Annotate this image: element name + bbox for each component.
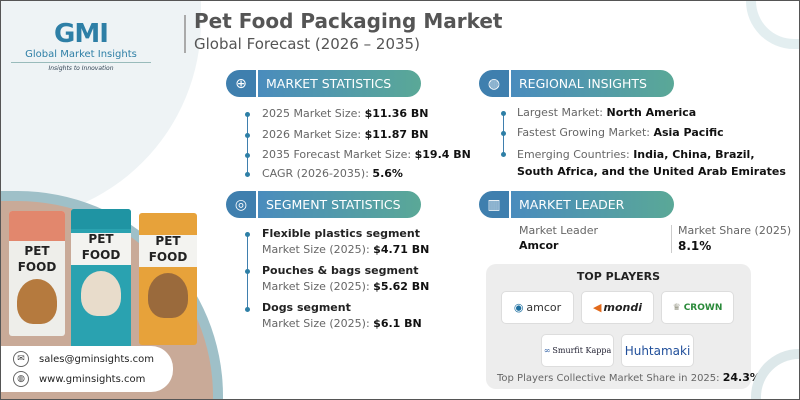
amcor-logo: ◉ amcor bbox=[501, 291, 574, 324]
bullet-dot bbox=[245, 269, 250, 274]
logo-mark: GMI bbox=[54, 19, 109, 49]
dog-image bbox=[148, 273, 188, 318]
crown-logo: ♛ CROWN bbox=[661, 291, 734, 324]
top-players-title: TOP PLAYERS bbox=[576, 270, 661, 283]
product-bag: PET FOOD bbox=[71, 209, 131, 349]
bag-label: FOOD bbox=[148, 250, 188, 264]
stat-item: CAGR (2026-2035): 5.6% bbox=[262, 167, 403, 180]
product-bag: PET FOOD bbox=[139, 213, 197, 345]
share-label: Market Share (2025) bbox=[678, 224, 792, 237]
bar-chart-icon: ▥ bbox=[479, 191, 511, 218]
stat-item: 2025 Market Size: $11.36 BN bbox=[262, 107, 429, 120]
region-item: Fastest Growing Market: Asia Pacific bbox=[517, 126, 724, 139]
segment-item: Dogs segment Market Size (2025): $6.1 BN bbox=[262, 301, 422, 330]
email-link[interactable]: sales@gminsights.com bbox=[39, 353, 155, 365]
logo-tagline: Insights to Innovation bbox=[48, 65, 114, 72]
stat-item: 2026 Market Size: $11.87 BN bbox=[262, 128, 429, 141]
product-bag: PET FOOD bbox=[9, 211, 65, 336]
bullet-dot bbox=[245, 133, 250, 138]
bag-label: PET bbox=[24, 244, 50, 258]
globe-icon: ◍ bbox=[13, 371, 29, 387]
segment-statistics-header: ◎ SEGMENT STATISTICS bbox=[226, 191, 421, 218]
bullet-dot bbox=[245, 307, 250, 312]
leader-label: Market Leader bbox=[519, 224, 599, 237]
logo-name: Global Market Insights bbox=[11, 49, 151, 63]
divider bbox=[671, 225, 672, 253]
email-icon: ✉ bbox=[13, 351, 29, 367]
bullet-dot bbox=[501, 111, 506, 116]
region-item: Emerging Countries: India, China, Brazil… bbox=[517, 148, 786, 178]
market-statistics-header: ⊕ MARKET STATISTICS bbox=[226, 70, 421, 97]
contact-card: ✉ sales@gminsights.com ◍ www.gminsights.… bbox=[1, 346, 173, 392]
globe-icon: ◍ bbox=[479, 70, 511, 97]
segment-item: Pouches & bags segment Market Size (2025)… bbox=[262, 264, 430, 293]
stat-item: 2035 Forecast Market Size: $19.4 BN bbox=[262, 148, 471, 161]
mondi-logo: ◀ mondi bbox=[581, 291, 654, 324]
collective-share: Top Players Collective Market Share in 2… bbox=[497, 371, 761, 384]
bag-label: PET bbox=[88, 232, 114, 246]
bag-label: FOOD bbox=[17, 260, 57, 274]
bullet-dot bbox=[245, 232, 250, 237]
section-title: SEGMENT STATISTICS bbox=[258, 191, 421, 218]
dog-image bbox=[17, 279, 57, 324]
section-title: MARKET STATISTICS bbox=[258, 70, 421, 97]
top-players-panel: TOP PLAYERS bbox=[486, 264, 751, 389]
leader-value: Amcor bbox=[519, 239, 559, 252]
smurfit-kappa-logo: ∞ Smurfit Kappa bbox=[541, 334, 614, 367]
decorative-arc bbox=[746, 1, 799, 49]
bullet-dot bbox=[245, 172, 250, 177]
regional-insights-header: ◍ REGIONAL INSIGHTS bbox=[479, 70, 674, 97]
bag-label: FOOD bbox=[81, 248, 121, 262]
bullet-dot bbox=[501, 152, 506, 157]
region-item: Largest Market: North America bbox=[517, 106, 697, 119]
globe-chart-icon: ⊕ bbox=[226, 70, 258, 97]
title-divider bbox=[184, 15, 186, 53]
dog-image bbox=[81, 271, 121, 316]
bullet-dot bbox=[245, 112, 250, 117]
segment-item: Flexible plastics segment Market Size (20… bbox=[262, 227, 430, 256]
timeline-line bbox=[247, 114, 248, 174]
target-chart-icon: ◎ bbox=[226, 191, 258, 218]
website-link[interactable]: www.gminsights.com bbox=[39, 373, 146, 385]
decorative-arc bbox=[751, 349, 799, 399]
section-title: MARKET LEADER bbox=[511, 191, 674, 218]
huhtamaki-logo: Huhtamaki bbox=[621, 334, 694, 367]
section-title: REGIONAL INSIGHTS bbox=[511, 70, 674, 97]
page-subtitle: Global Forecast (2026 – 2035) bbox=[194, 35, 420, 53]
gmi-logo: GMI Global Market Insights Insights to I… bbox=[11, 19, 151, 72]
bag-label: PET bbox=[155, 234, 181, 248]
bullet-dot bbox=[245, 153, 250, 158]
market-leader-header: ▥ MARKET LEADER bbox=[479, 191, 674, 218]
share-value: 8.1% bbox=[678, 239, 712, 253]
bullet-dot bbox=[501, 131, 506, 136]
page-title: Pet Food Packaging Market bbox=[194, 9, 503, 33]
